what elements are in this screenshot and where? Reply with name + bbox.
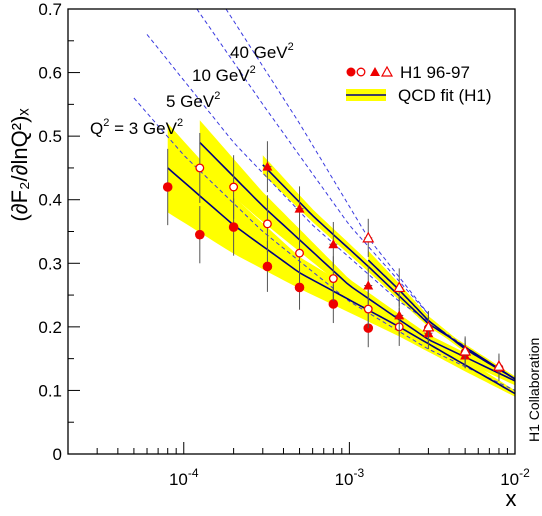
x-tick-label-base-0: 10 bbox=[169, 470, 188, 489]
q2-label-10-value: 10 GeV bbox=[192, 66, 250, 85]
fit-line-q2-10 bbox=[262, 164, 516, 380]
legend-data-label: H1 96-97 bbox=[400, 63, 470, 82]
data-point-q2-40-3 bbox=[459, 344, 472, 356]
collaboration-label: H1 Collaboration bbox=[526, 338, 542, 442]
data-point-q2-5-1 bbox=[229, 182, 239, 192]
points-layer bbox=[162, 132, 505, 381]
legend: H1 96-97 QCD fit (H1) bbox=[346, 63, 492, 105]
fit-band-q2-3 bbox=[167, 123, 515, 397]
y-tick-label-7: 0.7 bbox=[38, 0, 62, 19]
x-axis-label: x bbox=[506, 486, 517, 511]
data-point-q2-10-2 bbox=[328, 239, 339, 249]
data-point-q2-10-1 bbox=[294, 203, 305, 213]
data-point-q2-3-3 bbox=[262, 261, 273, 272]
data-point-q2-3-0 bbox=[162, 182, 173, 192]
q2-label-10-sup: 2 bbox=[250, 64, 256, 76]
data-point-q2-5-5 bbox=[363, 304, 373, 314]
dashed-curve-q2-40 bbox=[225, 8, 429, 315]
y-tick-label-3: 0.3 bbox=[38, 254, 62, 273]
legend-fit-label: QCD fit (H1) bbox=[398, 86, 492, 105]
x-tick-label-2: 10-2 bbox=[500, 466, 530, 489]
ticks-layer: 00.10.20.30.40.50.60.710-4 10-3 10-2 bbox=[38, 0, 530, 489]
y-tick-label-4: 0.4 bbox=[38, 191, 62, 210]
q2-label-40: 40 GeV2 bbox=[230, 41, 294, 62]
data-point-q2-10-0 bbox=[262, 161, 273, 171]
data-point-q2-40-2 bbox=[422, 320, 435, 332]
data-point-q2-3-1 bbox=[195, 229, 205, 240]
data-point-q2-3-6 bbox=[363, 323, 374, 333]
y-tick-label-5: 0.5 bbox=[38, 127, 62, 146]
legend-filled-circle bbox=[346, 67, 356, 77]
y-tick-label-1: 0.1 bbox=[38, 381, 62, 400]
fit-line-q2-3 bbox=[167, 167, 516, 395]
data-point-q2-3-5 bbox=[328, 299, 339, 309]
q2-eq: = 3 GeV bbox=[109, 119, 177, 138]
q2-label-10: 10 GeV2 bbox=[192, 64, 256, 85]
data-point-q2-40-0 bbox=[362, 231, 375, 243]
q2-label-40-sup: 2 bbox=[288, 41, 294, 53]
y-axis-label: (∂F₂/∂lnQ²)ₓ bbox=[7, 108, 32, 222]
fit-line-q2-40 bbox=[367, 259, 516, 380]
q2-label-5: 5 GeV2 bbox=[166, 90, 220, 111]
legend-filled-triangle bbox=[370, 67, 380, 76]
x-tick-label-base-2: 10 bbox=[500, 470, 519, 489]
y-tick-label-2: 0.2 bbox=[38, 318, 62, 337]
data-point-q2-3-4 bbox=[294, 282, 305, 293]
data-point-q2-40-1 bbox=[393, 281, 406, 293]
q2-label-5-value: 5 GeV bbox=[166, 92, 215, 111]
data-point-q2-10-4 bbox=[394, 310, 405, 320]
data-point-q2-3-2 bbox=[228, 222, 239, 232]
x-tick-label-exp-0: -4 bbox=[188, 466, 199, 480]
x-tick-label-0: 10-4 bbox=[169, 466, 199, 489]
x-tick-label-base-1: 10 bbox=[335, 470, 354, 489]
q2-prefix: Q bbox=[90, 119, 103, 138]
x-tick-label-1: 10-3 bbox=[335, 466, 365, 489]
data-point-q2-40-4 bbox=[492, 360, 505, 371]
y-tick-label-0: 0 bbox=[53, 445, 62, 464]
q2-prefix-sup: 2 bbox=[103, 117, 109, 129]
data-point-q2-10-3 bbox=[363, 280, 374, 290]
legend-open-circle bbox=[356, 67, 366, 77]
dashed-curve-q2-5 bbox=[146, 34, 479, 356]
data-point-q2-5-2 bbox=[262, 219, 272, 229]
x-tick-label-exp-1: -3 bbox=[354, 466, 365, 480]
data-point-q2-5-0 bbox=[195, 163, 205, 173]
legend-open-triangle bbox=[380, 65, 394, 77]
x-tick-label-exp-2: -2 bbox=[519, 466, 530, 480]
y-tick-label-6: 0.6 bbox=[38, 64, 62, 83]
data-point-q2-5-4 bbox=[328, 274, 338, 283]
q2-label-3: Q2 = 3 GeV2 bbox=[90, 117, 183, 138]
data-point-q2-5-3 bbox=[295, 248, 304, 258]
q2-label-40-value: 40 GeV bbox=[230, 43, 288, 62]
dashed-curve-q2-10 bbox=[196, 8, 429, 315]
q2-eq-sup: 2 bbox=[177, 117, 183, 129]
q2-label-5-sup: 2 bbox=[214, 90, 220, 102]
